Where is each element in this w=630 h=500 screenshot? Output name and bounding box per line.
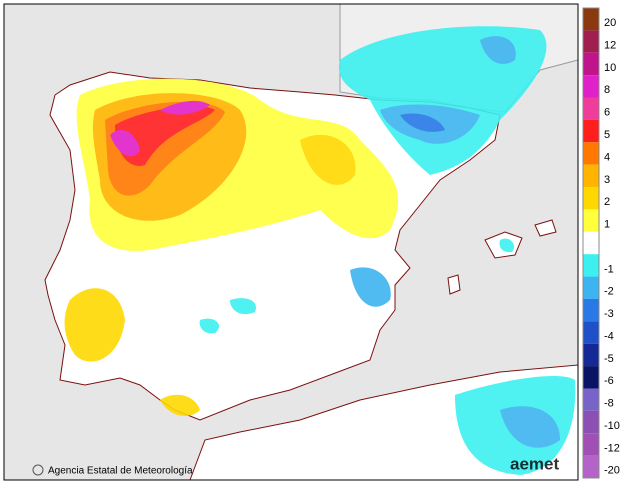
legend-label: -3	[604, 308, 614, 320]
legend-swatch	[583, 30, 599, 53]
legend-label: 8	[604, 84, 610, 96]
legend: 20 12 10 8 6 5 4 3 2 1 -1 -2 -3 -4 -5 -6 -8 -10 -12 -20	[582, 7, 620, 479]
legend-swatch	[583, 298, 599, 322]
legend-label: -2	[604, 286, 614, 298]
legend-swatch	[583, 321, 599, 344]
legend-swatch	[583, 75, 599, 98]
copyright-icon	[32, 464, 44, 476]
legend-label: 6	[604, 107, 610, 119]
credit: Agencia Estatal de Meteorología	[48, 466, 193, 477]
legend-swatch	[583, 276, 599, 299]
legend-swatch	[583, 119, 599, 143]
legend-swatch	[583, 187, 599, 210]
legend-swatch	[583, 97, 599, 120]
negative-anomaly	[199, 26, 576, 475]
legend-swatch	[583, 142, 599, 165]
legend-label: 1	[604, 219, 610, 231]
legend-swatch	[583, 410, 599, 434]
legend-swatch	[583, 254, 599, 277]
legend-label: 20	[604, 17, 616, 29]
legend-swatch	[583, 8, 599, 31]
legend-swatch	[583, 231, 599, 255]
legend-label: 3	[604, 174, 610, 186]
legend-label: -5	[604, 353, 614, 365]
legend-swatch	[583, 455, 599, 478]
positive-anomaly	[64, 78, 399, 416]
legend-label: -10	[604, 420, 620, 432]
logo: aemet	[510, 454, 559, 473]
legend-label: 4	[604, 151, 610, 163]
legend-swatch	[583, 366, 599, 389]
legend-label: 12	[604, 39, 616, 51]
map-frame	[3, 3, 579, 481]
legend-label: 2	[604, 196, 610, 208]
legend-swatch	[583, 164, 599, 188]
legend-frame	[582, 7, 600, 479]
legend-swatch	[583, 209, 599, 232]
legend-label: -4	[604, 330, 614, 342]
legend-swatch	[583, 52, 599, 76]
island	[447, 274, 461, 295]
legend-swatch	[583, 343, 599, 367]
legend-label: -8	[604, 398, 614, 410]
legend-label: -1	[604, 263, 614, 275]
legend-label: -12	[604, 442, 620, 454]
island	[534, 219, 557, 237]
legend-label: -20	[604, 465, 620, 477]
legend-swatch	[583, 433, 599, 456]
legend-swatch	[583, 388, 599, 411]
legend-label: 10	[604, 62, 616, 74]
legend-label: -6	[604, 375, 614, 387]
legend-label: 5	[604, 129, 610, 141]
